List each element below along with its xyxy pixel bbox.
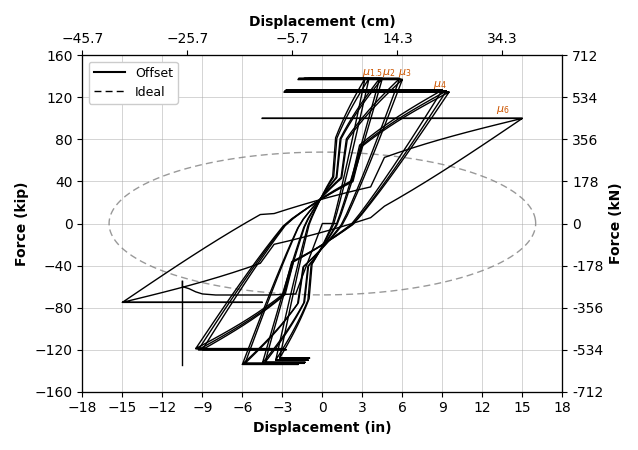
Text: $\mu_{2}$: $\mu_{2}$	[382, 67, 396, 79]
X-axis label: Displacement (in): Displacement (in)	[253, 421, 392, 435]
Text: $\mu_{4}$: $\mu_{4}$	[433, 79, 447, 91]
Text: $\mu_{1.5}$: $\mu_{1.5}$	[362, 67, 383, 79]
Text: $\mu_{3}$: $\mu_{3}$	[398, 67, 412, 79]
Y-axis label: Force (kip): Force (kip)	[15, 181, 29, 266]
Text: $\mu_{6}$: $\mu_{6}$	[496, 104, 509, 116]
Y-axis label: Force (kN): Force (kN)	[609, 183, 623, 264]
Legend: Offset, Ideal: Offset, Ideal	[89, 62, 178, 104]
X-axis label: Displacement (cm): Displacement (cm)	[249, 15, 396, 29]
